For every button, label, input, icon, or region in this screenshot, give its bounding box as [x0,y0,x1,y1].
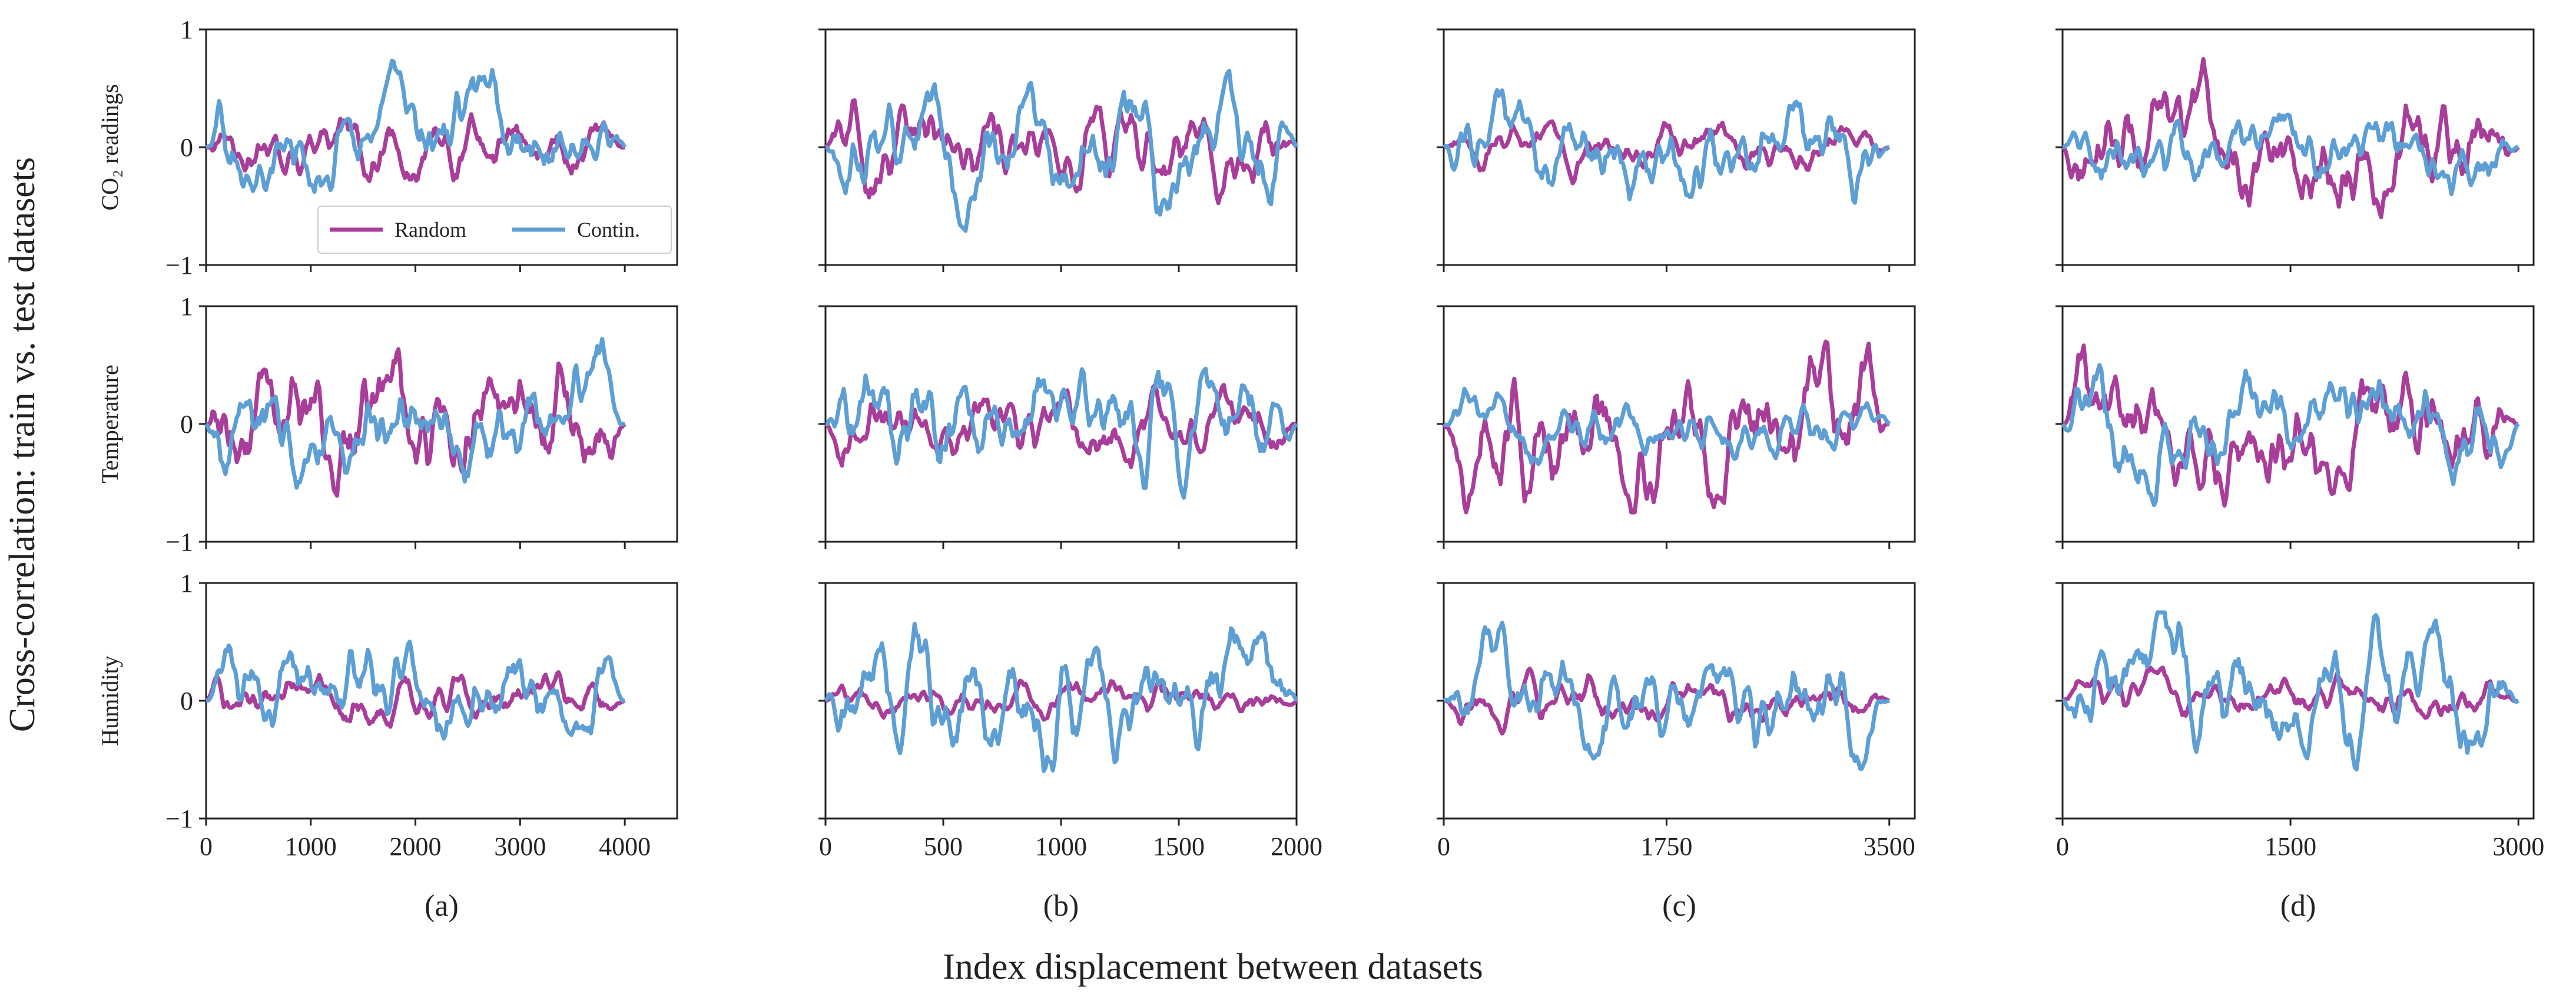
series-contin-line [204,337,625,490]
x-tick-label: 1750 [1640,832,1692,861]
series-contin-line [1442,88,1891,205]
x-tick-label: 3000 [2492,832,2544,861]
y-tick-label: 1 [180,292,193,321]
panel-r1-c3 [2056,305,2535,549]
y-tick-label: 0 [180,133,193,162]
x-tick-label: 0 [1437,832,1450,861]
series-contin-line [825,68,1299,233]
y-tick-label: 0 [180,410,193,439]
legend-box [317,206,672,254]
series-random-line [2061,665,2519,720]
legend-entry: Contin. [577,218,640,241]
x-tick-label: 1000 [285,832,337,861]
x-tick-label: 0 [2056,832,2069,861]
x-tick-label: 0 [819,832,832,861]
x-tick-label: 0 [200,832,213,861]
panel-r2-c1: 0 500 1000 1500 2000 (b) [818,582,1322,923]
figure-ylabel: Cross-correlation: train vs. test datase… [2,157,42,732]
panel-r0-c1 [818,28,1299,272]
x-tick-label: 2000 [1271,832,1322,861]
panel-r0-c0: −1 0 1 CO₂ readings Random Contin. [97,15,678,280]
x-tick-label: 1500 [1153,832,1205,861]
panel-label: (d) [2280,889,2316,923]
row-label: Temperature [97,365,123,483]
series-contin-line [825,366,1298,500]
x-tick-label: 500 [924,832,963,861]
series-contin-line [2062,610,2519,772]
series-contin-line [205,640,625,741]
y-tick-label: −1 [165,251,193,280]
y-tick-label: 1 [180,569,193,598]
series-random-line [1443,119,1890,185]
x-tick-label: 3000 [494,832,546,861]
series-contin-line [205,58,627,194]
y-tick-label: 0 [180,687,193,715]
x-tick-label: 4000 [599,832,651,861]
series-contin-line [2062,112,2519,196]
series-contin-line [2061,363,2520,508]
figure-xlabel: Index displacement between datasets [943,947,1483,987]
series-random-line [2061,57,2520,220]
panel-r0-c3 [2056,28,2535,272]
panel-r2-c3: 0 1500 3000 (d) [2056,582,2544,923]
panel-r1-c0: −1 0 1 Temperature [97,292,678,556]
row-label: CO₂ readings [97,84,123,210]
y-tick-label: −1 [165,528,193,556]
legend-entry: Random [394,218,466,241]
panel-label: (b) [1043,889,1079,923]
x-tick-label: 2000 [390,832,442,861]
panel-r1-c2 [1437,305,1916,549]
panel-label: (c) [1662,889,1696,923]
y-tick-label: 1 [180,15,193,44]
panel-r1-c1 [818,305,1298,549]
series-random-line [205,112,625,183]
y-tick-label: −1 [165,804,193,833]
row-label: Humidity [97,655,123,746]
panel-label: (a) [425,889,459,923]
series-random-line [2062,343,2519,508]
series-random-line [205,347,626,498]
x-tick-label: 1000 [1035,832,1087,861]
series-contin-line [824,621,1299,773]
panel-r0-c2 [1437,28,1916,272]
series-contin-line [1443,386,1891,466]
x-tick-label: 1500 [2265,832,2316,861]
series-contin-line [1443,621,1890,771]
x-tick-label: 3500 [1864,832,1915,861]
panel-r2-c2: 0 1750 3500 (c) [1437,582,1916,923]
